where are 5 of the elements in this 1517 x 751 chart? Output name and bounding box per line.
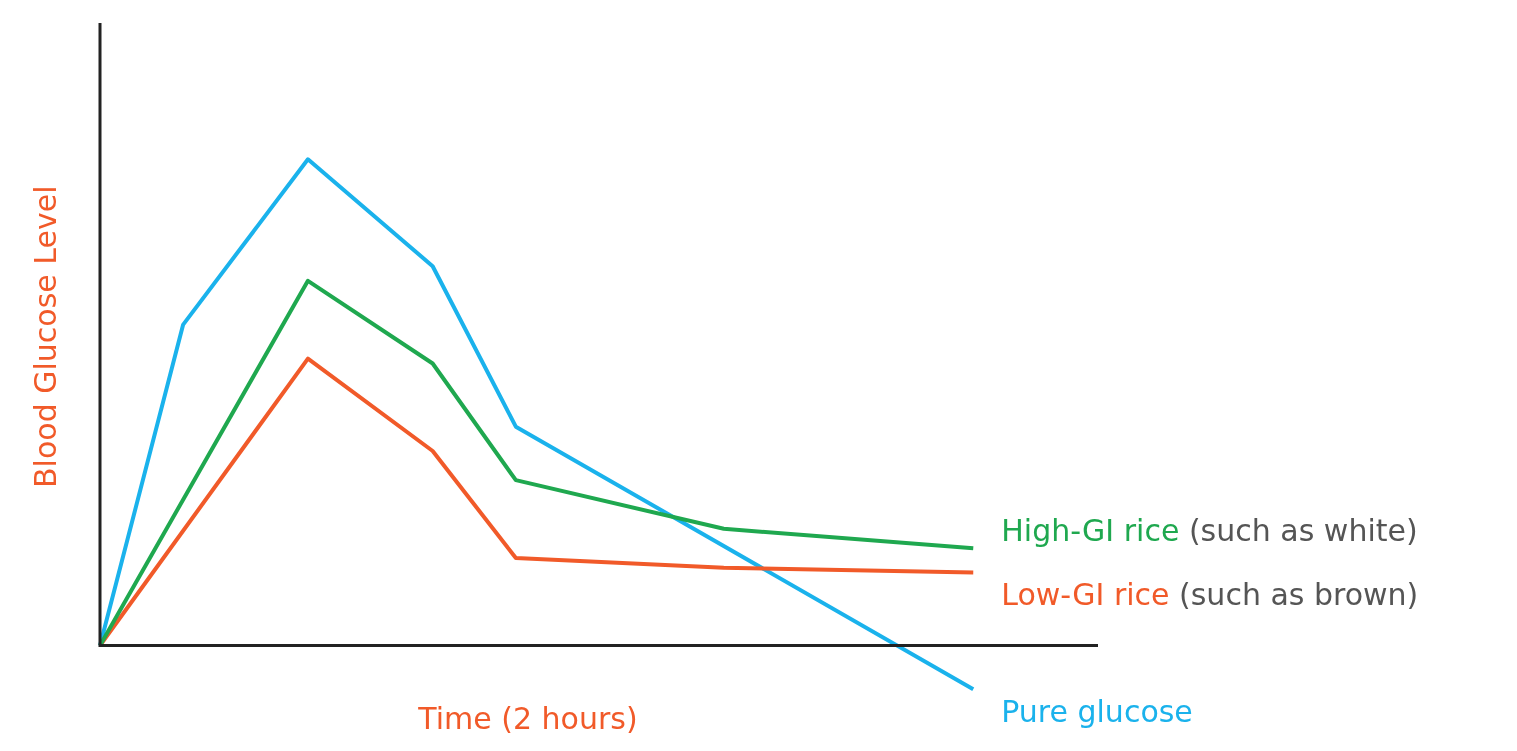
y-axis-title: Blood Glucose Level <box>27 185 63 488</box>
series-label: High-GI rice (such as white) <box>1001 513 1418 549</box>
series-label: Pure glucose <box>1001 694 1193 730</box>
series-label: Low-GI rice (such as brown) <box>1001 577 1419 613</box>
x-axis-title: Time (2 hours) <box>417 700 638 736</box>
